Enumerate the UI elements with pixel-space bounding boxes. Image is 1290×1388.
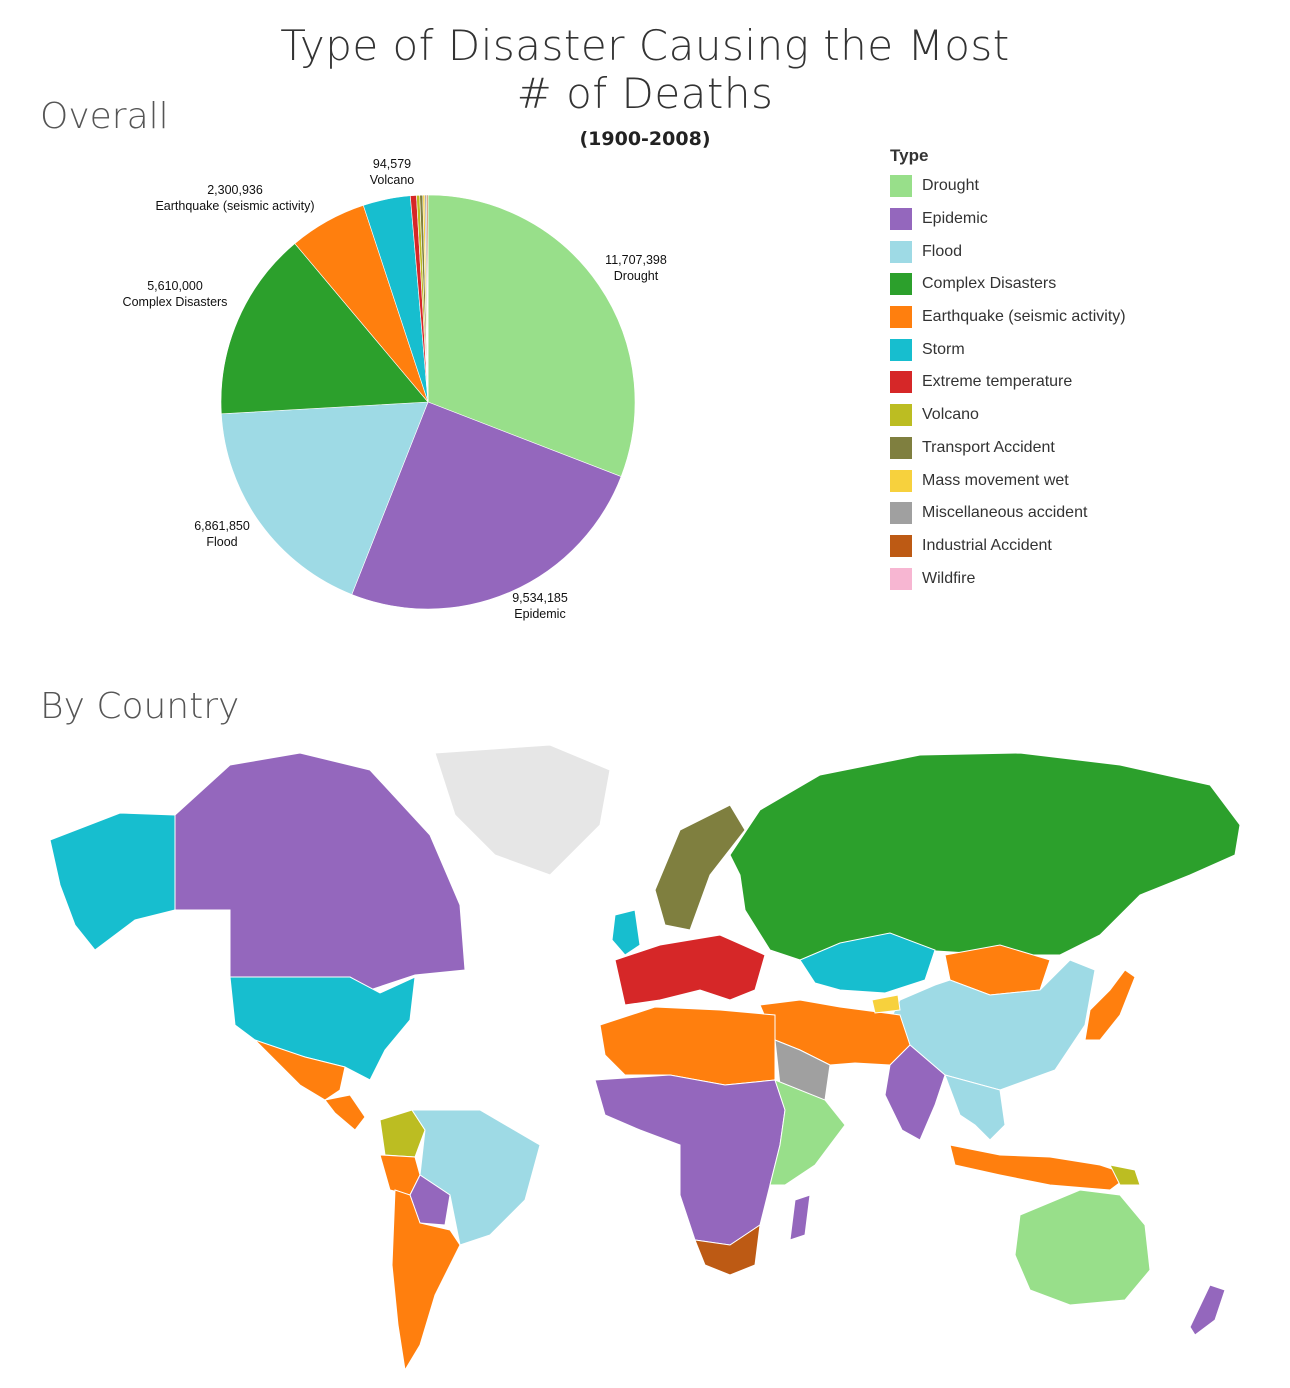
map-region-japan[interactable] [1084,969,1136,1041]
map-region-india[interactable] [884,1044,946,1141]
legend-label: Extreme temperature [922,373,1073,391]
pie-slice-flood[interactable] [221,401,429,595]
legend-item-drought[interactable]: Drought [890,170,1126,203]
slice-label-complex-disasters: 5,610,000 Complex Disasters [123,279,228,309]
legend-label: Mass movement wet [922,471,1069,489]
legend-label: Earthquake (seismic activity) [922,308,1126,326]
legend-item-mass-movement-wet[interactable]: Mass movement wet [890,464,1126,497]
legend-label: Flood [922,242,963,260]
map-region-canada[interactable] [174,752,466,991]
map-region-north-africa[interactable] [599,1006,776,1086]
slice-label-epidemic: 9,534,185 Epidemic [512,591,568,621]
map-region-alaska[interactable] [49,812,176,951]
map-region-brazil[interactable] [411,1109,541,1246]
legend-swatch [890,404,912,427]
legend-swatch [890,436,912,459]
pie-slice-epidemic[interactable] [351,401,622,610]
legend-item-miscellaneous-accident[interactable]: Miscellaneous accident [890,497,1126,530]
legend-item-industrial-accident[interactable]: Industrial Accident [890,530,1126,563]
legend-item-transport-accident[interactable]: Transport Accident [890,432,1126,465]
legend-label: Transport Accident [922,438,1055,456]
legend-label: Wildfire [922,569,976,587]
legend: Type Drought Epidemic Flood Complex Disaste… [890,146,1126,595]
chart-title: Type of Disaster Causing the Most # of D… [0,22,1290,118]
map-region-sahel-and-central-africa[interactable] [594,1074,786,1246]
map-region-russia[interactable] [729,752,1241,961]
legend-label: Industrial Accident [922,536,1052,554]
slice-label-volcano: 94,579 Volcano [370,157,415,187]
legend-item-flood[interactable]: Flood [890,235,1126,268]
legend-swatch [890,371,912,394]
chart-subtitle: (1900-2008) [579,128,711,150]
map-region-papua-new-guinea[interactable] [1109,1164,1141,1186]
legend-swatch [890,338,912,361]
legend-title: Type [890,146,929,165]
legend-label: Storm [922,340,965,358]
legend-swatch [890,567,912,590]
map-region-colombia[interactable] [379,1109,426,1158]
legend-label: Epidemic [922,210,988,228]
legend-item-wildfire[interactable]: Wildfire [890,562,1126,595]
pie-slice-complex-disasters[interactable] [220,243,429,415]
map-region-united-kingdom[interactable] [611,909,641,956]
map-region-western-europe[interactable] [614,934,766,1006]
map-region-madagascar[interactable] [789,1194,811,1241]
slice-label-flood: 6,861,850 Flood [194,519,250,549]
legend-label: Volcano [922,406,979,424]
map-region-east-africa[interactable] [769,1079,846,1186]
chart-title-line-2: # of Deaths [516,69,774,118]
map-region-south-africa[interactable] [694,1223,761,1276]
legend-swatch [890,240,912,263]
legend-swatch [890,534,912,557]
legend-swatch [890,469,912,492]
legend-item-complex-disasters[interactable]: Complex Disasters [890,268,1126,301]
legend-item-earthquake-seismic-activity[interactable]: Earthquake (seismic activity) [890,301,1126,334]
legend-label: Drought [922,177,979,195]
map-region-kyrgyzstan[interactable] [871,994,901,1014]
map-region-australia[interactable] [1014,1189,1151,1306]
map-region-indonesia[interactable] [949,1144,1132,1191]
pie-slice-drought[interactable] [427,194,636,477]
chart-title-line-1: Type of Disaster Causing the Most [280,21,1010,70]
map-region-southeast-asia[interactable] [944,1074,1006,1141]
legend-swatch [890,306,912,329]
map-region-greenland[interactable] [434,745,611,876]
map-region-argentina-and-chile[interactable] [391,1189,461,1372]
legend-item-volcano[interactable]: Volcano [890,399,1126,432]
legend-item-epidemic[interactable]: Epidemic [890,203,1126,236]
legend-item-extreme-temperature[interactable]: Extreme temperature [890,366,1126,399]
by-country-heading: By Country [40,686,240,727]
legend-label: Miscellaneous accident [922,504,1088,522]
legend-swatch [890,175,912,198]
map-region-new-zealand[interactable] [1189,1284,1226,1336]
slice-label-drought: 11,707,398 Drought [605,253,667,283]
map-region-scandinavia[interactable] [654,804,746,931]
map-region-kazakhstan[interactable] [799,932,936,994]
legend-swatch [890,502,912,525]
legend-label: Complex Disasters [922,275,1057,293]
world-map [49,745,1241,1372]
slice-label-earthquake-seismic-activity: 2,300,936 Earthquake (seismic activity) [155,183,314,213]
overall-heading: Overall [40,96,169,137]
map-region-central-america[interactable] [324,1094,366,1131]
pie-chart: 11,707,398 Drought 9,534,185 Epidemic 6,861,… [123,157,667,621]
legend-swatch [890,273,912,296]
legend-swatch [890,208,912,231]
legend-item-storm[interactable]: Storm [890,333,1126,366]
map-region-mexico[interactable] [254,1039,346,1101]
